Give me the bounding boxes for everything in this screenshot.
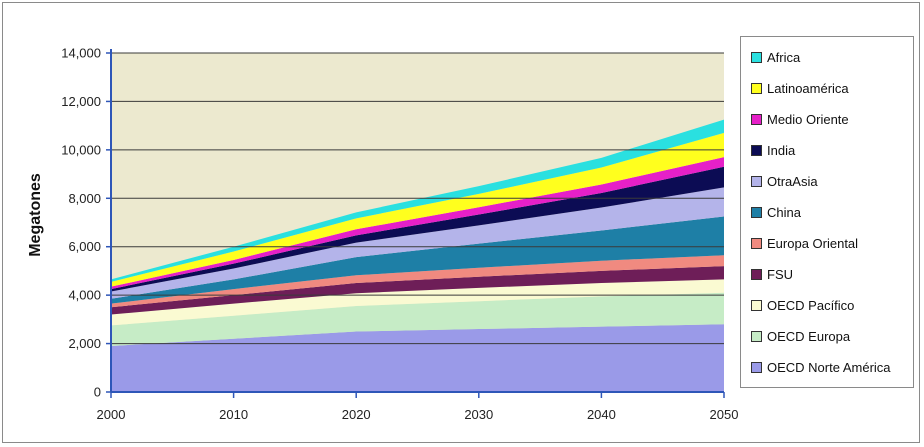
legend-label: Medio Oriente	[767, 111, 849, 127]
y-tick-label: 0	[94, 385, 101, 400]
legend-label: OECD Pacífico	[767, 297, 855, 313]
legend: Africa Latinoamérica Medio Oriente India Otr…	[740, 36, 914, 388]
legend-swatch	[751, 361, 762, 373]
area-fsu	[111, 266, 724, 315]
legend-item: Latinoamérica	[751, 80, 849, 96]
area-latinoamerica	[111, 132, 724, 287]
legend-item: Medio Oriente	[751, 111, 849, 127]
legend-swatch	[751, 175, 762, 187]
legend-label: India	[767, 142, 796, 158]
y-tick-label: 6,000	[68, 239, 101, 254]
x-tick-label: 2040	[587, 407, 616, 422]
y-tick-label: 14,000	[61, 46, 101, 61]
legend-swatch	[751, 299, 762, 311]
area-oecd-pacifico	[111, 279, 724, 326]
y-tick-label: 10,000	[61, 142, 101, 157]
area-otraasia	[111, 187, 724, 299]
legend-label: OtraAsia	[767, 173, 818, 189]
legend-label: FSU	[767, 266, 793, 282]
y-axis-title: Megatones	[27, 173, 44, 257]
area-africa	[111, 119, 724, 282]
legend-label: OECD Norte América	[767, 359, 891, 375]
legend-swatch	[751, 144, 762, 156]
x-tick-label: 2030	[464, 407, 493, 422]
legend-swatch	[751, 206, 762, 218]
legend-item: OECD Europa	[751, 328, 850, 344]
y-tick-label: 12,000	[61, 94, 101, 109]
legend-label: Europa Oriental	[767, 235, 859, 251]
legend-item: OECD Pacífico	[751, 297, 854, 313]
legend-label: OECD Europa	[767, 328, 851, 344]
area-oecd-europa	[111, 292, 724, 346]
legend-label: China	[767, 204, 801, 220]
legend-item: China	[751, 204, 801, 220]
x-tick-label: 2020	[342, 407, 371, 422]
area-medio-oriente	[111, 157, 724, 290]
x-tick-label: 2050	[710, 407, 739, 422]
legend-swatch	[751, 237, 762, 249]
legend-item: India	[751, 142, 795, 158]
y-tick-label: 4,000	[68, 288, 101, 303]
y-tick-label: 2,000	[68, 336, 101, 351]
legend-item: OECD Norte América	[751, 359, 891, 375]
area-india	[111, 166, 724, 292]
legend-item: Europa Oriental	[751, 235, 858, 251]
area-europa-oriental	[111, 255, 724, 308]
legend-swatch	[751, 113, 762, 125]
x-tick-label: 2000	[97, 407, 126, 422]
x-tick-label: 2010	[219, 407, 248, 422]
legend-label: Africa	[767, 49, 801, 65]
legend-swatch	[751, 51, 762, 63]
legend-item: FSU	[751, 266, 793, 282]
legend-swatch	[751, 82, 762, 94]
legend-item: OtraAsia	[751, 173, 818, 189]
legend-item: Africa	[751, 49, 800, 65]
area-china	[111, 216, 724, 304]
y-tick-label: 8,000	[68, 191, 101, 206]
area-oecd-norte-america	[111, 324, 724, 392]
legend-swatch	[751, 330, 762, 342]
legend-label: Latinoamérica	[767, 80, 849, 96]
legend-swatch	[751, 268, 762, 280]
